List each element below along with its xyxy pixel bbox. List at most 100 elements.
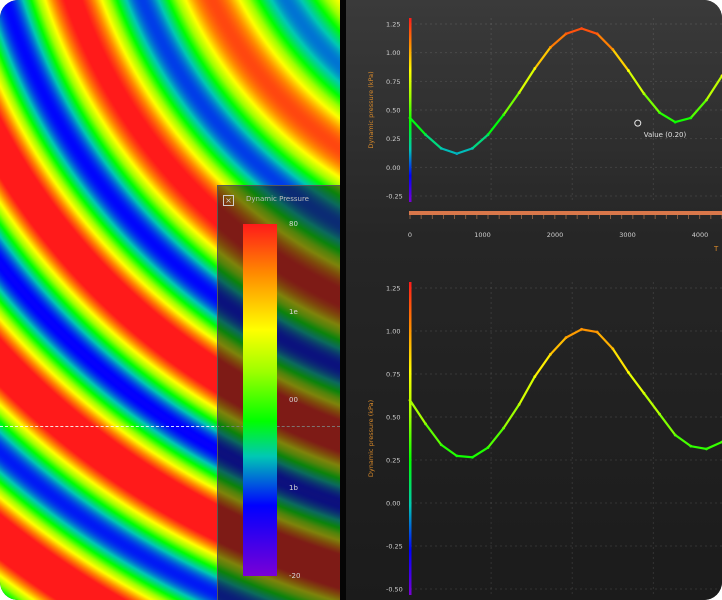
data-point[interactable] <box>439 146 443 150</box>
series-segment <box>689 98 708 119</box>
data-point[interactable] <box>549 46 552 49</box>
data-point[interactable] <box>517 403 521 406</box>
data-point[interactable] <box>627 69 630 72</box>
data-point[interactable] <box>502 113 505 117</box>
series-segment <box>674 116 692 124</box>
series-segment <box>502 403 521 430</box>
hover-marker[interactable] <box>634 119 642 127</box>
data-point[interactable] <box>642 92 646 96</box>
line-plots-panel: 1.25 1.00 0.75 0.50 0.25 0.00 -0.25 Dynamic pre… <box>346 0 722 600</box>
line-plots-svg: 1.25 1.00 0.75 0.50 0.25 0.00 -0.25 Dynamic pre… <box>367 18 722 595</box>
series-segment <box>658 413 677 437</box>
data-point[interactable] <box>705 98 708 102</box>
data-point[interactable] <box>564 336 568 340</box>
series-segment <box>642 92 661 114</box>
data-point[interactable] <box>580 327 583 331</box>
data-point[interactable] <box>408 116 412 120</box>
series-segment <box>658 111 677 124</box>
data-point[interactable] <box>549 352 552 356</box>
legend-tick-label: 1e <box>289 308 298 316</box>
series-segment <box>611 48 630 72</box>
y-tick-label: 0.25 <box>386 457 400 465</box>
legend-header: × Dynamic Pressure <box>218 186 344 214</box>
y-tick-label: 0.75 <box>386 78 400 86</box>
series-segment <box>486 113 505 136</box>
data-point[interactable] <box>595 330 599 334</box>
series-segment <box>471 133 490 150</box>
data-point[interactable] <box>455 454 459 458</box>
series-segment <box>674 433 692 448</box>
data-point[interactable] <box>627 371 630 374</box>
series-segment <box>596 32 614 51</box>
data-point[interactable] <box>689 444 693 448</box>
y-tick-label: 1.25 <box>386 285 400 293</box>
data-point[interactable] <box>486 446 490 449</box>
series-segment <box>564 27 583 35</box>
hover-tooltip-label: Value (0.20) <box>644 131 687 139</box>
data-point[interactable] <box>455 152 459 156</box>
legend-tick-label: 1b <box>289 484 298 492</box>
y-tick-label: -0.50 <box>386 586 403 594</box>
series-segment <box>627 371 646 395</box>
color-scale-bar <box>243 224 277 576</box>
data-point[interactable] <box>439 443 443 447</box>
series-segment <box>627 69 646 95</box>
y-tick-label: 0.25 <box>386 135 400 143</box>
y-tick-label: 1.00 <box>386 49 400 57</box>
data-point[interactable] <box>595 32 599 36</box>
series-segment <box>549 32 568 49</box>
data-point[interactable] <box>533 67 537 70</box>
data-point[interactable] <box>689 116 693 120</box>
y-tick-label: 1.25 <box>386 21 400 29</box>
data-point[interactable] <box>533 375 537 378</box>
data-point[interactable] <box>611 347 615 351</box>
series-segment <box>689 445 708 451</box>
data-point[interactable] <box>611 48 615 51</box>
series-segment <box>642 392 661 416</box>
series-segment <box>549 336 568 356</box>
data-point[interactable] <box>517 91 521 95</box>
series-segment <box>533 46 552 70</box>
data-point[interactable] <box>673 120 677 124</box>
y-tick-label: 0.50 <box>386 107 400 115</box>
series-segment <box>471 446 490 459</box>
series-segment <box>424 133 443 150</box>
series-segment <box>533 353 552 378</box>
y-tick-label: 0.75 <box>386 371 400 379</box>
series-segment <box>705 440 722 451</box>
series-segment <box>564 328 583 339</box>
panel-divider[interactable] <box>340 0 346 600</box>
y-axis-color-strip <box>409 18 412 202</box>
x-tick-label: 1000 <box>474 231 491 239</box>
legend-title: Dynamic Pressure <box>246 195 309 203</box>
data-point[interactable] <box>658 412 661 416</box>
data-point[interactable] <box>486 133 490 137</box>
data-point[interactable] <box>705 447 708 451</box>
color-legend: × Dynamic Pressure 80 1e 00 1b -20 <box>217 185 345 600</box>
data-point[interactable] <box>471 146 474 150</box>
data-point[interactable] <box>424 133 427 137</box>
x-tick-label: 4000 <box>692 231 709 239</box>
y-axis-color-strip <box>409 282 412 595</box>
crosshair-line[interactable] <box>0 426 340 427</box>
data-point[interactable] <box>564 32 568 36</box>
data-point[interactable] <box>424 422 427 426</box>
data-point[interactable] <box>642 391 646 395</box>
data-point[interactable] <box>471 455 474 459</box>
series-segment <box>596 330 614 350</box>
collapse-icon[interactable]: × <box>223 195 234 206</box>
series-segment <box>455 147 474 155</box>
series-segment <box>424 422 443 446</box>
data-point[interactable] <box>673 433 677 437</box>
data-point[interactable] <box>658 111 661 115</box>
data-point[interactable] <box>580 27 583 30</box>
series-segment <box>440 147 458 155</box>
data-point[interactable] <box>408 398 412 402</box>
data-point[interactable] <box>502 426 505 430</box>
y-tick-label: -0.25 <box>386 193 403 201</box>
legend-tick-label: -20 <box>289 572 301 580</box>
x-tick-label: 2000 <box>547 231 564 239</box>
legend-tick-label: 00 <box>289 396 298 404</box>
series-segment <box>580 328 599 334</box>
